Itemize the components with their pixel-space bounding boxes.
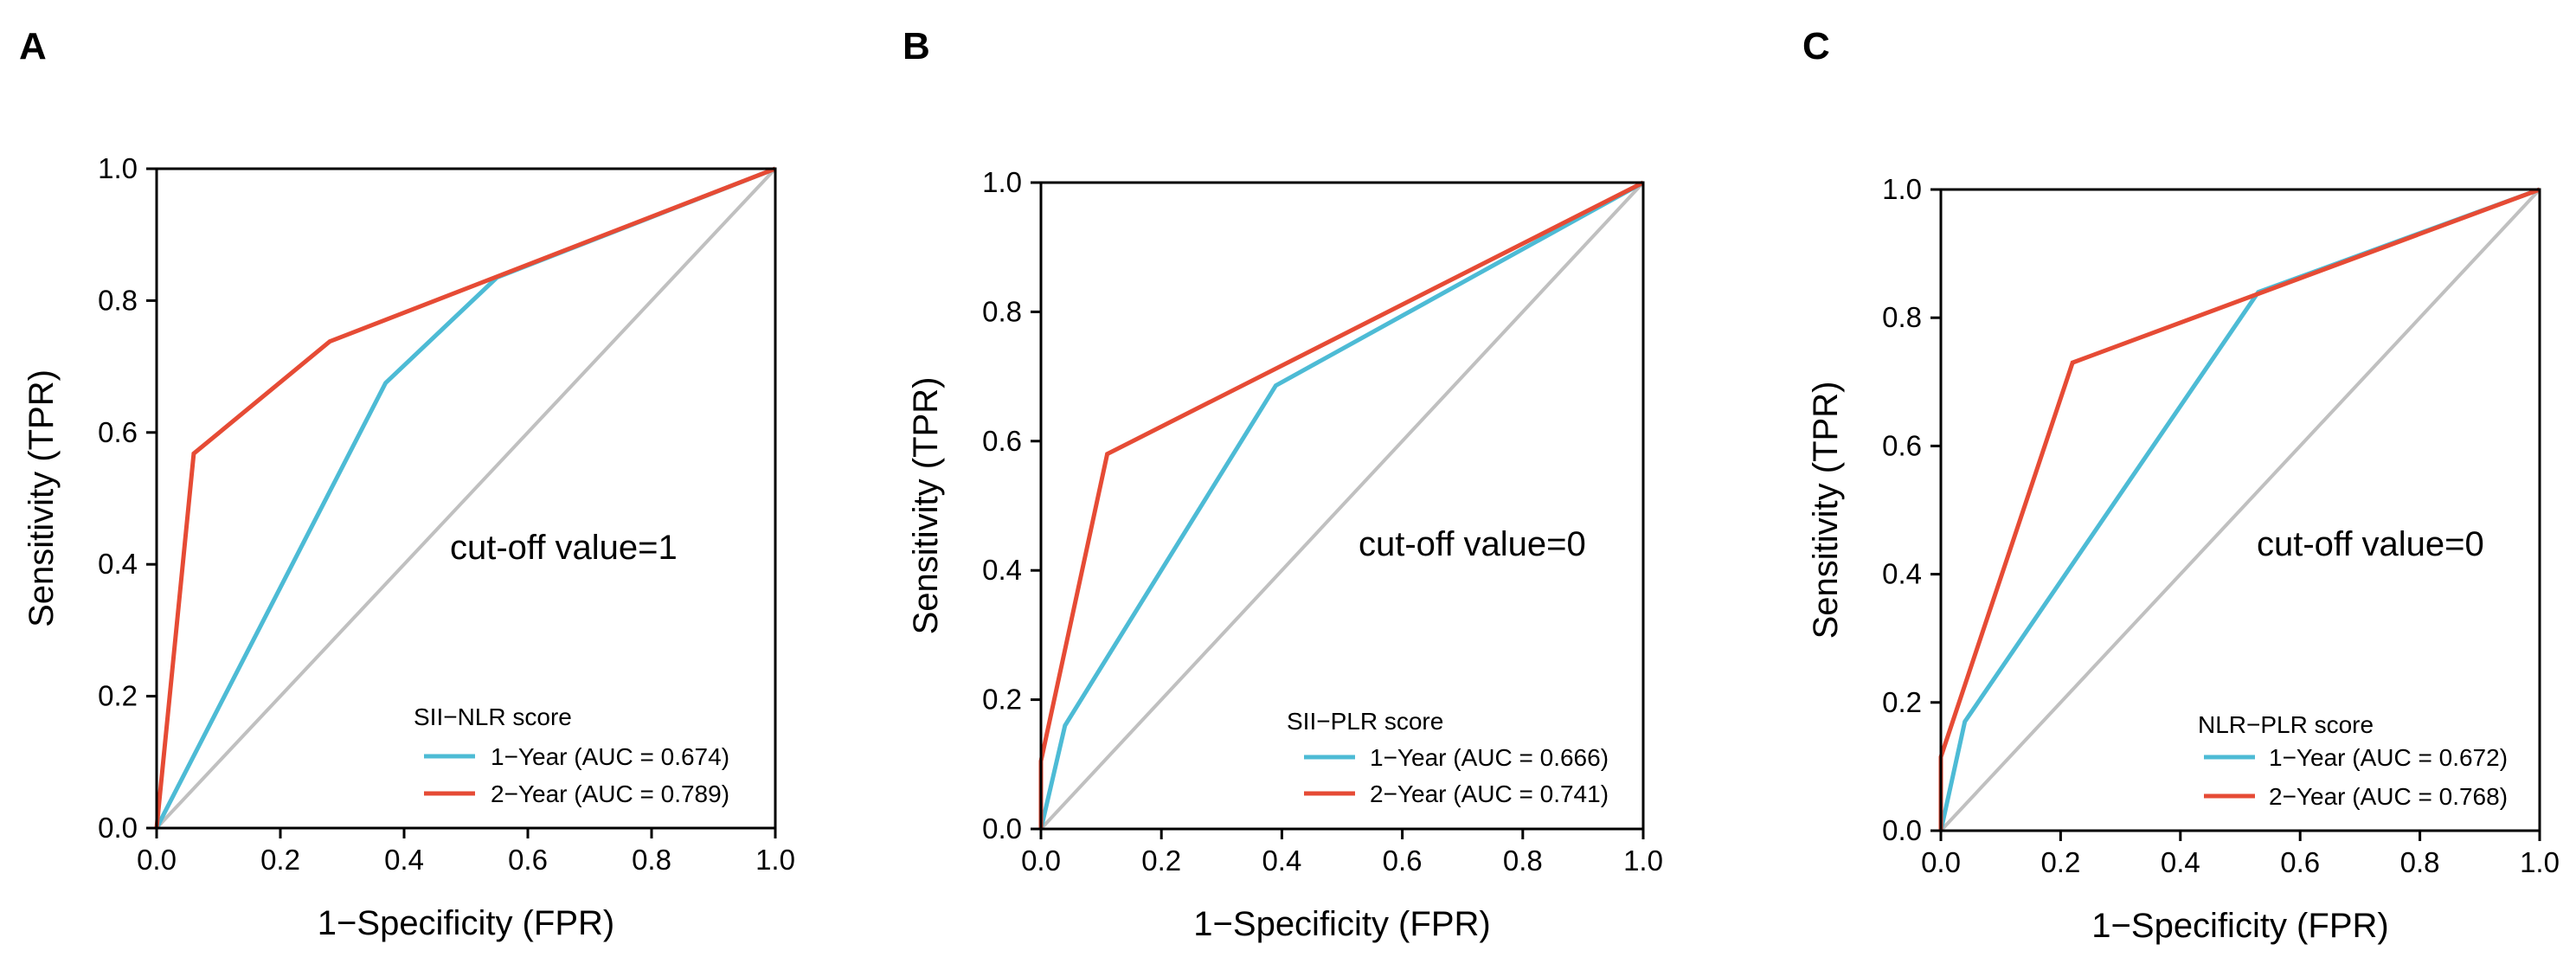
x-tick-label: 0.4 — [2161, 846, 2200, 878]
y-axis-title: Sensitivity (TPR) — [22, 369, 61, 627]
x-tick-label: 0.4 — [384, 844, 424, 876]
x-tick-label: 0.8 — [1503, 845, 1543, 877]
x-tick-label: 0.0 — [137, 844, 177, 876]
y-tick-label: 0.8 — [98, 284, 138, 316]
y-tick-label: 1.0 — [982, 166, 1022, 198]
x-tick-label: 0.6 — [2280, 846, 2320, 878]
plot-frame — [155, 167, 777, 830]
plot-frame — [1939, 188, 2541, 832]
x-tick-label: 1.0 — [755, 844, 795, 876]
y-tick-label: 0.0 — [1882, 814, 1922, 846]
y-tick-label: 0.8 — [982, 295, 1022, 327]
roc-panel-c: C 0.0 0.2 0.4 0.6 0.8 1.0 0.0 0.2 0.4 0.6 0.8 1.0 1−S… — [1802, 25, 2560, 945]
y-axis-title: Sensitivity (TPR) — [1807, 382, 1845, 639]
cutoff-annotation: cut-off value=1 — [450, 529, 678, 567]
legend-title: SII−PLR score — [1287, 708, 1443, 735]
y-tick-label: 0.0 — [982, 812, 1022, 845]
y-tick-label: 0.0 — [98, 812, 138, 844]
legend-entry-2: 2−Year (AUC = 0.768) — [2269, 783, 2508, 810]
x-tick-label: 0.0 — [1021, 845, 1061, 877]
x-tick-label: 0.2 — [2040, 846, 2080, 878]
y-tick-label: 0.6 — [98, 416, 138, 448]
roc-panel-b: B 0.0 0.2 0.4 0.6 0.8 1.0 0.0 0.2 0.4 0.6 0.8 1.0 1−S… — [903, 25, 1663, 943]
panel-label: C — [1802, 25, 1830, 67]
y-tick-label: 0.4 — [1882, 558, 1922, 590]
x-tick-label: 0.2 — [1141, 845, 1181, 877]
roc-panel-a: A 0.0 0.2 0.4 0.6 0.8 1.0 0.0 0.2 0.4 0.6 0.8 1.0 1−S… — [19, 25, 795, 942]
x-axis-title: 1−Specificity (FPR) — [2091, 907, 2388, 945]
legend-entry-1: 1−Year (AUC = 0.672) — [2269, 744, 2508, 771]
y-tick-label: 1.0 — [98, 152, 138, 184]
x-tick-label: 1.0 — [1623, 845, 1663, 877]
x-axis-title: 1−Specificity (FPR) — [318, 904, 614, 942]
y-tick-label: 0.2 — [982, 684, 1022, 716]
x-axis-title: 1−Specificity (FPR) — [1193, 905, 1490, 943]
y-tick-label: 0.2 — [1882, 686, 1922, 718]
legend-entry-2: 2−Year (AUC = 0.789) — [491, 780, 729, 807]
x-tick-label: 0.6 — [508, 844, 548, 876]
legend-title: SII−NLR score — [414, 703, 572, 730]
y-tick-label: 0.8 — [1882, 301, 1922, 333]
x-tick-label: 0.8 — [632, 844, 671, 876]
y-tick-label: 1.0 — [1882, 173, 1922, 205]
x-tick-label: 0.4 — [1262, 845, 1301, 877]
legend-entry-1: 1−Year (AUC = 0.674) — [491, 743, 729, 770]
cutoff-annotation: cut-off value=0 — [1359, 525, 1586, 563]
panel-label: A — [19, 25, 47, 67]
x-tick-label: 0.8 — [2400, 846, 2440, 878]
plot-frame — [1039, 181, 1645, 831]
x-tick-label: 0.2 — [260, 844, 300, 876]
y-tick-label: 0.2 — [98, 680, 138, 712]
diagonal-reference-line — [1939, 188, 2541, 832]
diagonal-reference-line — [1039, 181, 1645, 831]
y-tick-label: 0.6 — [1882, 429, 1922, 461]
y-tick-label: 0.6 — [982, 425, 1022, 457]
y-tick-label: 0.4 — [98, 548, 138, 580]
panel-label: B — [903, 25, 930, 67]
roc-curve-2 — [154, 166, 776, 829]
x-tick-label: 0.0 — [1921, 846, 1961, 878]
y-tick-label: 0.4 — [982, 554, 1022, 586]
y-axis-title: Sensitivity (TPR) — [907, 377, 945, 635]
roc-curve-1 — [1038, 180, 1645, 830]
x-tick-label: 0.6 — [1383, 845, 1423, 877]
x-tick-label: 1.0 — [2520, 846, 2560, 878]
legend-entry-1: 1−Year (AUC = 0.666) — [1370, 744, 1609, 771]
legend-entry-2: 2−Year (AUC = 0.741) — [1370, 780, 1609, 807]
cutoff-annotation: cut-off value=0 — [2257, 525, 2484, 563]
legend-title: NLR−PLR score — [2198, 711, 2374, 738]
diagonal-reference-line — [155, 167, 777, 830]
